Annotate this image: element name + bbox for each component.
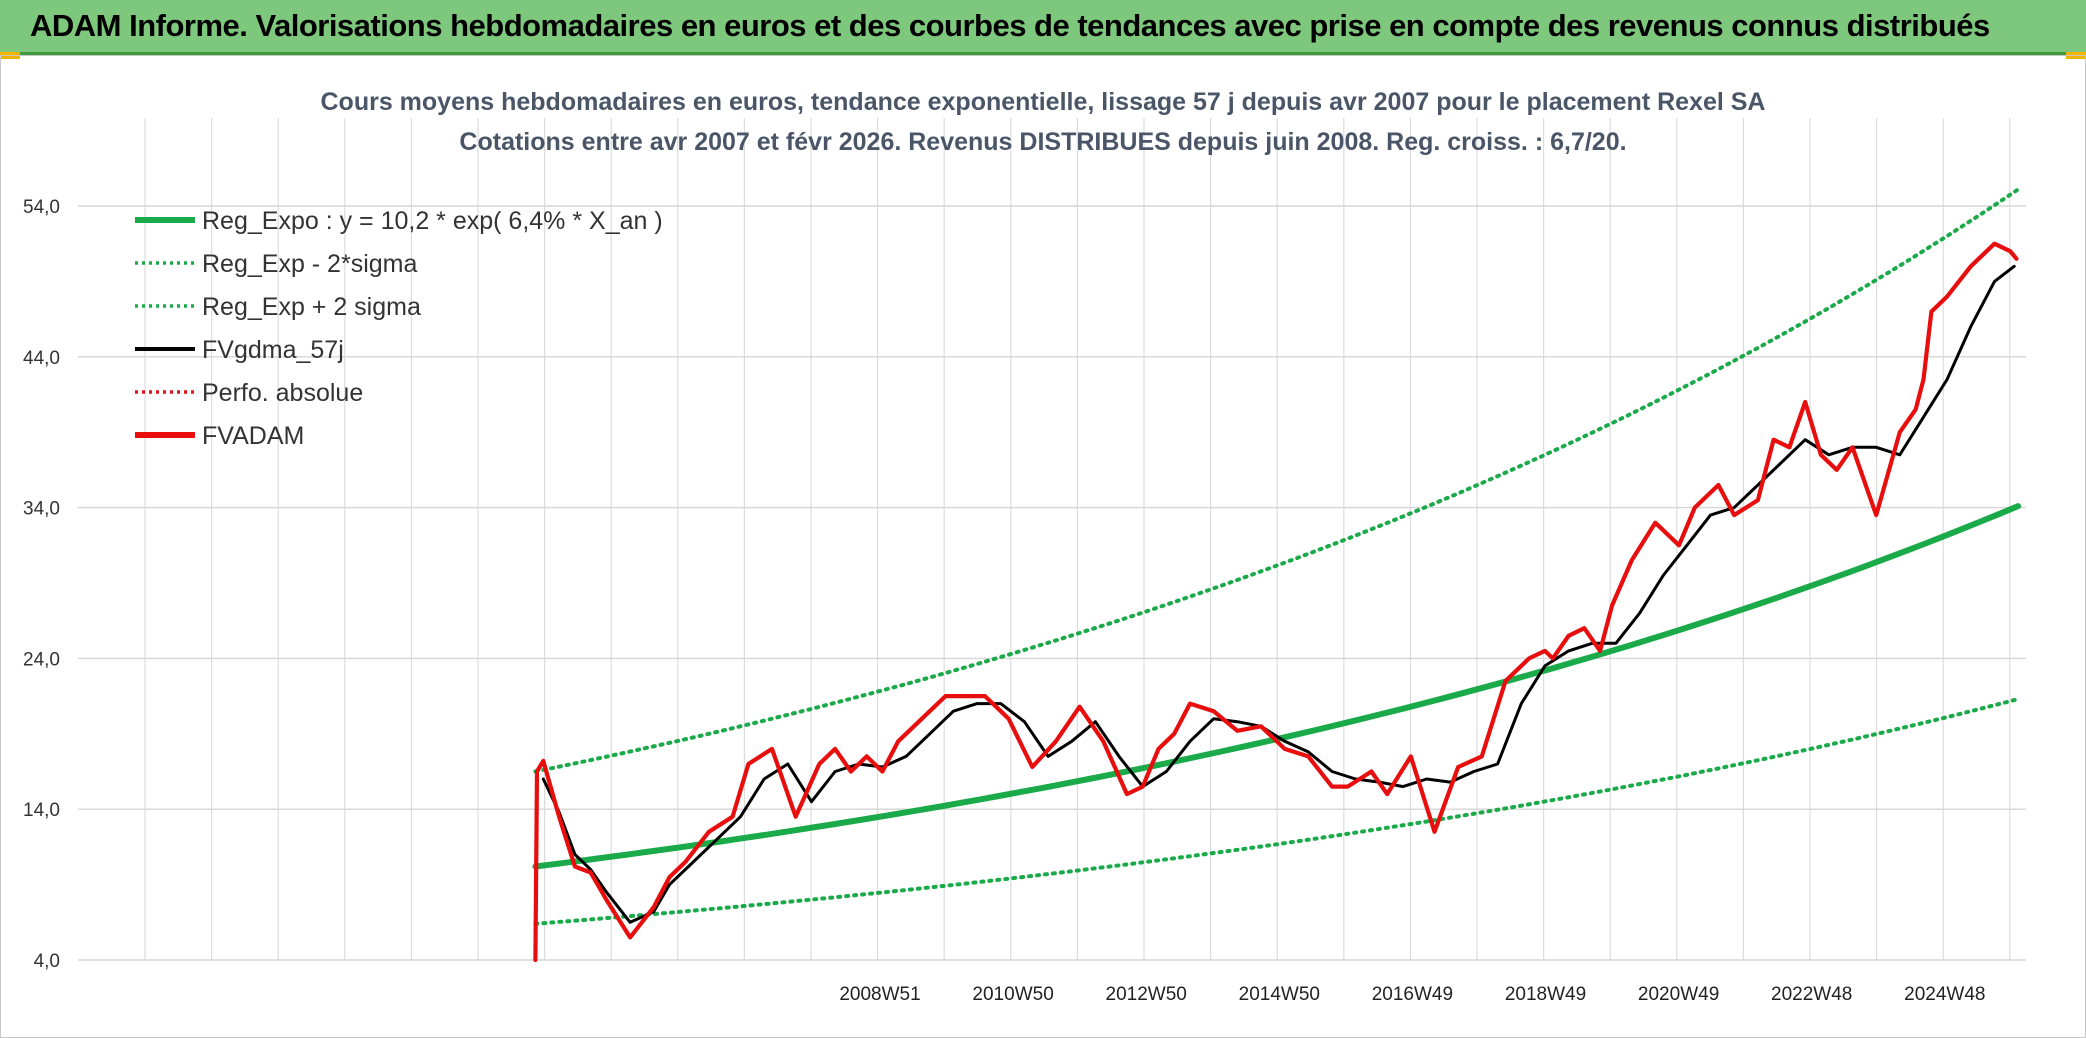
- report-title: ADAM Informe. Valorisations hebdomadaire…: [30, 8, 1990, 43]
- legend-label: Reg_Exp + 2 sigma: [202, 293, 421, 321]
- legend-label: Perfo. absolue: [202, 379, 363, 407]
- y-tick-label: 54,0: [23, 197, 60, 218]
- x-tick-label: 2016W49: [1372, 984, 1453, 1005]
- y-tick-label: 24,0: [23, 649, 60, 670]
- series-reg-exp-plus-2sigma: [533, 187, 2021, 774]
- x-tick-label: 2010W50: [972, 984, 1053, 1005]
- chart-title: Cours moyens hebdomadaires en euros, ten…: [321, 88, 1766, 116]
- x-tick-label: 2008W51: [839, 984, 920, 1005]
- chart-subtitle: Cotations entre avr 2007 et févr 2026. R…: [459, 128, 1626, 156]
- series-layer: [532, 187, 2022, 963]
- y-axis-ticks: 4,0 14,0 24,0 34,0 44,0 54,0: [23, 197, 60, 972]
- x-axis-ticks: 2008W51 2010W50 2012W50 2014W50 2016W49 2018W…: [839, 984, 1985, 1005]
- x-tick-label: 2012W50: [1106, 984, 1187, 1005]
- y-tick-label: 14,0: [23, 800, 60, 821]
- legend-label: FVADAM: [202, 422, 304, 450]
- chart-grid: [78, 118, 2026, 961]
- chart-legend: Reg_Expo : y = 10,2 * exp( 6,4% * X_an )…: [135, 207, 663, 450]
- x-tick-label: 2020W49: [1638, 984, 1719, 1005]
- y-tick-label: 44,0: [23, 348, 60, 369]
- y-tick-label: 4,0: [34, 951, 60, 972]
- legend-label: FVgdma_57j: [202, 336, 344, 364]
- x-tick-label: 2018W49: [1505, 984, 1586, 1005]
- series-reg-exp-minus-2sigma: [533, 697, 2021, 926]
- legend-label: Reg_Exp - 2*sigma: [202, 250, 417, 278]
- x-tick-label: 2024W48: [1904, 984, 1985, 1005]
- legend-label: Reg_Expo : y = 10,2 * exp( 6,4% * X_an ): [202, 207, 663, 235]
- x-tick-label: 2022W48: [1771, 984, 1852, 1005]
- y-tick-label: 34,0: [23, 499, 60, 520]
- report-banner: ADAM Informe. Valorisations hebdomadaire…: [0, 0, 2086, 55]
- series-fvadam: [533, 241, 2019, 963]
- x-tick-label: 2014W50: [1239, 984, 1320, 1005]
